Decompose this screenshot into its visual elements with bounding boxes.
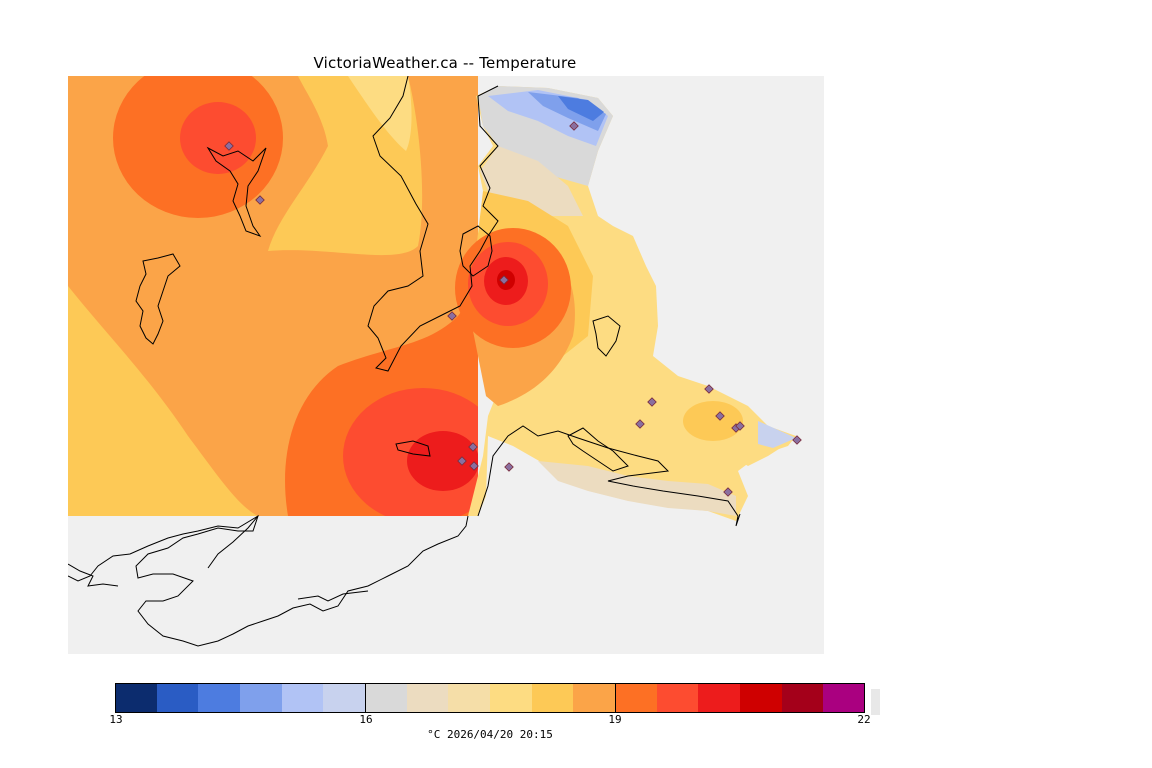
temperature-map[interactable]	[68, 76, 824, 654]
colorbar-swatch	[740, 683, 782, 713]
east-temperature-field	[455, 86, 796, 521]
station-marker-icon[interactable]	[255, 195, 265, 205]
station-marker-icon[interactable]	[704, 384, 714, 394]
station-marker-icon[interactable]	[735, 421, 745, 431]
colorbar-tick-label: 13	[109, 713, 123, 726]
station-marker-icon[interactable]	[715, 411, 725, 421]
colorbar-swatch	[323, 683, 366, 713]
colorbar-swatch	[656, 683, 699, 713]
map-title: VictoriaWeather.ca -- Temperature	[313, 54, 577, 72]
colorbar-swatch	[406, 683, 449, 713]
colorbar-swatch	[781, 683, 824, 713]
colorbar-swatch	[490, 683, 532, 713]
station-marker-icon[interactable]	[468, 442, 478, 452]
station-marker-icon[interactable]	[647, 397, 657, 407]
station-marker-icon[interactable]	[569, 121, 579, 131]
colorbar-border	[115, 683, 865, 713]
colorbar-swatch	[365, 683, 407, 713]
station-markers	[224, 121, 802, 497]
station-marker-icon[interactable]	[792, 435, 802, 445]
colorbar-swatch	[240, 683, 282, 713]
station-marker-icon[interactable]	[469, 461, 479, 471]
colorbar-swatch	[115, 683, 157, 713]
station-marker-icon[interactable]	[447, 311, 457, 321]
colorbar-swatch	[573, 683, 616, 713]
station-marker-icon[interactable]	[499, 275, 509, 285]
colorbar-swatch	[531, 683, 574, 713]
station-marker-icon[interactable]	[723, 487, 733, 497]
colorbar-shadow	[871, 689, 880, 715]
units-timestamp-caption: °C 2026/04/20 20:15	[427, 728, 553, 741]
colorbar-swatch	[823, 683, 866, 713]
coastlines	[68, 76, 741, 647]
colorbar-swatch	[156, 683, 199, 713]
colorbar-tick-label: 19	[608, 713, 622, 726]
temperature-colorbar	[115, 683, 880, 715]
colorbar-swatch	[615, 683, 657, 713]
colorbar-tick-line	[365, 683, 366, 713]
colorbar-swatch	[281, 683, 324, 713]
colorbar-swatch	[698, 683, 741, 713]
station-marker-icon[interactable]	[504, 462, 514, 472]
station-marker-icon[interactable]	[635, 419, 645, 429]
west-temperature-field	[68, 76, 478, 516]
colorbar-tick-label: 22	[857, 713, 871, 726]
station-marker-icon[interactable]	[457, 456, 467, 466]
colorbar-tick-label: 16	[359, 713, 373, 726]
colorbar-swatch	[198, 683, 241, 713]
station-marker-icon[interactable]	[224, 141, 234, 151]
colorbar-tick-line	[615, 683, 616, 713]
colorbar-swatch	[448, 683, 491, 713]
